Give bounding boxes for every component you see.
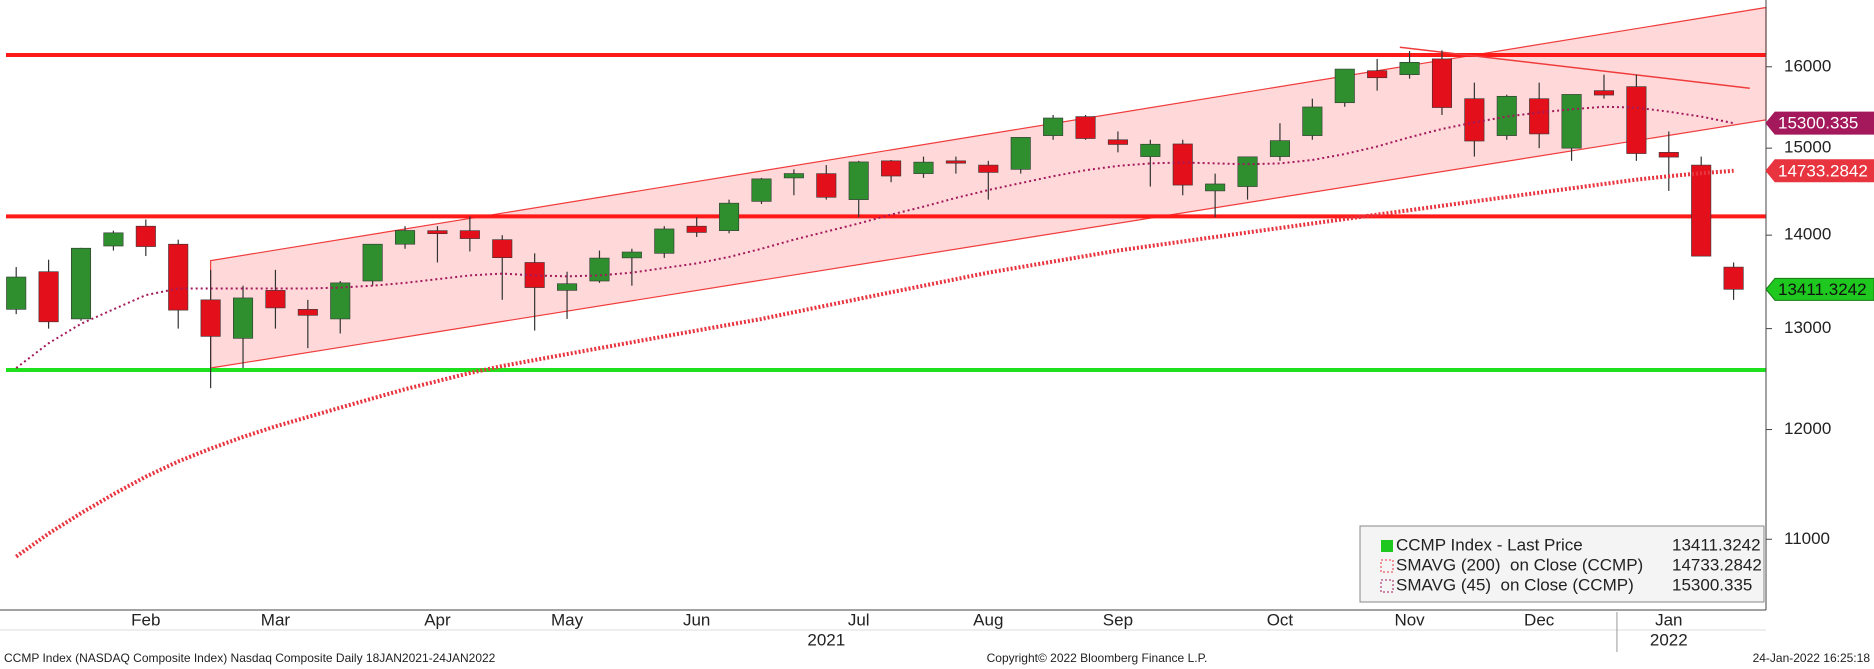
footer-center: Copyright© 2022 Bloomberg Finance L.P. (987, 651, 1208, 665)
legend-value: 14733.2842 (1672, 555, 1762, 574)
plot-layer (6, 50, 1744, 559)
candle-body (719, 202, 740, 231)
candle-body (524, 262, 545, 288)
footer-right: 24-Jan-2022 16:25:18 (1753, 651, 1871, 665)
x-tick-label: Oct (1267, 610, 1294, 629)
candle-body (881, 160, 902, 177)
candle-body (6, 276, 27, 310)
moving-average-line (15, 168, 1734, 559)
background-layer (6, 6, 1767, 373)
candle-body (135, 225, 156, 247)
x-tick-label: Jun (683, 610, 710, 629)
candle-body (1593, 90, 1615, 96)
candle-body (1205, 183, 1226, 192)
y-tick-label: 16000 (1784, 56, 1831, 75)
candle-body (1658, 152, 1679, 158)
candle-body (1043, 117, 1064, 136)
candle-body (1269, 140, 1290, 157)
legend-label: SMAVG (45) on Close (CCMP) (1396, 575, 1634, 594)
candle-body (1010, 137, 1031, 170)
candle-body (783, 173, 804, 179)
candle-body (1075, 116, 1096, 139)
legend-marker (1381, 540, 1393, 552)
last-value-label: 14733.2842 (1778, 161, 1868, 180)
candle-body (1691, 164, 1712, 257)
x-tick-label: Jan (1655, 610, 1682, 629)
year-label: 2021 (807, 630, 845, 649)
y-tick-label: 13000 (1784, 318, 1831, 337)
candle-body (751, 178, 772, 202)
footer-left: CCMP Index (NASDAQ Composite Index) Nasd… (4, 651, 496, 665)
candle-body (848, 161, 869, 200)
last-value-tag (1765, 159, 1874, 183)
y-tick-label: 12000 (1784, 419, 1831, 438)
x-tick-label: Jul (848, 610, 870, 629)
candle-body (1172, 143, 1193, 186)
candle-body (1107, 139, 1128, 145)
candle-body (1399, 61, 1420, 75)
legend-box (1359, 525, 1765, 603)
candle-body (1140, 143, 1161, 157)
candle-body (297, 309, 318, 316)
candle-body (427, 230, 448, 235)
legend-marker (1380, 559, 1394, 573)
candle-body (816, 173, 837, 198)
y-tick-label: 11000 (1784, 529, 1830, 548)
candle-body (1302, 106, 1323, 136)
candle-body (492, 239, 513, 258)
x-tick-label: Dec (1524, 610, 1555, 629)
x-tick-label: Mar (261, 610, 291, 629)
legend-label: CCMP Index - Last Price (1396, 535, 1583, 554)
candle-body (1431, 58, 1452, 108)
last-value-label: 15300.335 (1778, 114, 1858, 133)
candle-body (168, 243, 189, 311)
x-tick-label: Aug (973, 610, 1003, 629)
candle-body (686, 225, 707, 233)
y-tick-label: 14000 (1784, 225, 1831, 244)
candle-body (459, 230, 480, 239)
candle-body (1464, 98, 1485, 142)
candle-body (978, 164, 999, 173)
candle-body (1334, 68, 1355, 104)
candle-body (913, 161, 934, 174)
candle-body (103, 232, 124, 247)
candle-body (362, 243, 383, 282)
candle-body (1529, 98, 1550, 135)
candle-body (1496, 95, 1517, 136)
legend-label: SMAVG (200) on Close (CCMP) (1396, 555, 1643, 574)
candle-body (70, 247, 92, 320)
candle-body (1237, 156, 1258, 187)
y-tick-label: 15000 (1784, 138, 1831, 157)
candle-body (945, 160, 966, 164)
candle-body (200, 299, 221, 337)
year-label: 2022 (1650, 630, 1688, 649)
legend-value: 13411.3242 (1672, 535, 1761, 554)
candle-body (557, 283, 578, 291)
candle-body (1723, 266, 1744, 290)
candle-body (589, 257, 610, 282)
legend-marker (1380, 579, 1394, 593)
candle-body (654, 228, 675, 254)
x-tick-label: Apr (424, 610, 451, 629)
candle-body (265, 290, 286, 309)
x-tick-label: Feb (131, 610, 160, 629)
candle-body (1367, 70, 1388, 79)
legend-value: 15300.335 (1672, 575, 1752, 594)
candle-body (1561, 94, 1582, 149)
candle-body (1626, 86, 1647, 154)
last-value-label: 13411.3242 (1778, 280, 1867, 299)
moving-average-line (15, 105, 1734, 369)
x-tick-label: Sep (1103, 610, 1133, 629)
candle-body (621, 251, 642, 259)
candle-body (395, 230, 416, 245)
trend-line (1399, 46, 1750, 89)
last-value-tag (1765, 111, 1874, 135)
candle-body (38, 271, 59, 323)
candle-body (233, 297, 254, 339)
x-tick-label: May (551, 610, 584, 629)
last-value-tag (1765, 277, 1874, 301)
candle-body (330, 282, 351, 320)
x-tick-label: Nov (1394, 610, 1425, 629)
